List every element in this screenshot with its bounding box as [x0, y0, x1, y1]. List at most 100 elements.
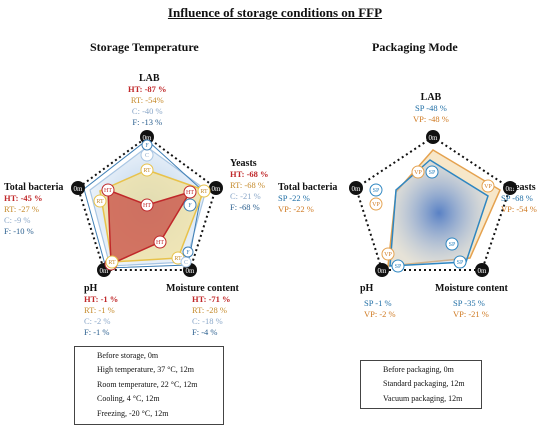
left-ph-c: C: -2 % — [84, 316, 111, 326]
left-marker-0m-yeasts — [209, 181, 223, 195]
svg-text:VP: VP — [414, 170, 422, 176]
left-marker-ht-lab — [140, 198, 154, 212]
right-lab-vp: VP: -48 % — [413, 114, 449, 124]
svg-text:SP: SP — [429, 170, 436, 176]
svg-text:VP: VP — [384, 252, 392, 258]
right-axis-yeasts: Yeasts SP -68 % VP: -54 % — [501, 182, 537, 215]
left-marker-f-moisture — [182, 246, 194, 258]
right-legend-item-0m: Before packaging, 0m — [361, 362, 481, 377]
svg-text:0m: 0m — [352, 185, 362, 193]
svg-text:HT: HT — [143, 203, 151, 209]
svg-text:SP: SP — [449, 242, 456, 248]
left-moisture-ht: HT: -71 % — [192, 294, 231, 304]
left-axis-lab: LAB HT: -87 % RT: -54% C: -40 % F: -13 % — [128, 73, 167, 128]
right-marker-sp-moisture — [445, 237, 459, 251]
svg-text:0m: 0m — [478, 267, 488, 275]
right-marker-0m-yeasts — [503, 181, 517, 195]
svg-text:HT: HT — [156, 240, 164, 246]
left-marker-rt-lab — [140, 163, 154, 177]
right-legend-label-0m: Before packaging, 0m — [383, 364, 454, 374]
svg-text:0m: 0m — [74, 185, 84, 193]
left-marker-0m-lab — [140, 130, 154, 144]
right-moisture-sp: SP -35 % — [453, 298, 485, 308]
svg-text:C: C — [184, 260, 188, 266]
left-marker-rt-bacteria — [93, 194, 107, 208]
svg-text:HT: HT — [186, 190, 194, 196]
svg-text:0m: 0m — [143, 134, 153, 142]
left-ht-area — [107, 188, 192, 266]
left-lab-ht: HT: -87 % — [128, 84, 167, 94]
left-marker-ht-bacteria — [101, 183, 115, 197]
right-ph-vp: VP: -2 % — [364, 309, 396, 319]
left-lab-c: C: -40 % — [131, 106, 163, 116]
left-bacteria-f: F: -10 % — [4, 226, 34, 236]
right-legend-item-sp: Standard packaging, 12m — [361, 377, 481, 392]
left-moisture-rt: RT: -28 % — [192, 305, 227, 315]
svg-text:RT: RT — [174, 256, 182, 262]
svg-text:F: F — [145, 143, 149, 149]
svg-text:F: F — [186, 250, 190, 256]
right-marker-vp-yeasts — [481, 179, 495, 193]
left-bacteria-rt: RT: -27 % — [4, 204, 39, 214]
right-legend-label-vp: Vacuum packaging, 12m — [383, 393, 463, 403]
right-marker-sp-bacteria — [369, 183, 383, 197]
svg-text:VP: VP — [372, 202, 380, 208]
left-subtitle: Storage Temperature — [90, 40, 199, 54]
right-moisture-name: Moisture content — [435, 283, 508, 294]
right-marker-vp-ph — [381, 247, 395, 261]
left-legend-label-f: Freezing, -20 °C, 12m — [97, 408, 169, 418]
left-marker-ht-yeasts — [183, 185, 197, 199]
right-ph-sp: SP -1 % — [364, 298, 392, 308]
svg-text:RT: RT — [108, 260, 116, 266]
right-subtitle: Packaging Mode — [372, 40, 458, 54]
right-axis-lab: LAB SP -48 % VP: -48 % — [413, 92, 449, 125]
left-lab-f: F: -13 % — [132, 117, 163, 127]
right-marker-vp-lab — [411, 165, 425, 179]
left-bacteria-c: C: -9 % — [4, 215, 31, 225]
right-marker-0m-ph — [375, 263, 389, 277]
left-marker-rt-yeasts — [197, 184, 211, 198]
left-legend: Before storage, 0m High temperature, 37 … — [74, 346, 224, 425]
right-sp-area — [389, 159, 489, 267]
right-ph-name: pH — [360, 283, 374, 294]
svg-text:SP: SP — [395, 264, 402, 270]
left-axis-bacteria: Total bacteria HT: -45 % RT: -27 % C: -9… — [4, 182, 63, 237]
left-axis-yeasts: Yeasts HT: -68 % RT: -68 % C: -21 % F: -… — [230, 158, 269, 213]
right-marker-0m-bacteria — [349, 181, 363, 195]
svg-text:VP: VP — [484, 184, 492, 190]
right-legend: Before packaging, 0m Standard packaging,… — [360, 360, 482, 409]
svg-text:0m: 0m — [378, 267, 388, 275]
right-axis-ph: pH SP -1 % VP: -2 % — [354, 283, 396, 320]
left-legend-label-ht: High temperature, 37 °C, 12m — [97, 365, 194, 375]
svg-text:HT: HT — [104, 188, 112, 194]
left-legend-item-rt: Room temperature, 22 °C, 12m — [75, 377, 223, 392]
left-lab-rt: RT: -54% — [130, 95, 164, 105]
left-legend-item-f: Freezing, -20 °C, 12m — [75, 406, 223, 421]
svg-text:0m: 0m — [429, 134, 439, 142]
right-radar: 0m 0m 0m 0m 0m VP SP VP SP VP SP SP VP S… — [349, 130, 517, 277]
svg-text:SP: SP — [373, 188, 380, 194]
right-marker-sp-ph — [391, 259, 405, 273]
left-freezing-area — [83, 139, 203, 269]
right-legend-label-sp: Standard packaging, 12m — [383, 379, 465, 389]
left-yeasts-f: F: -68 % — [230, 202, 260, 212]
left-moisture-name: Moisture content — [166, 283, 239, 294]
left-yeasts-rt: RT: -68 % — [230, 180, 265, 190]
left-axis-moisture: Moisture content HT: -71 % RT: -28 % C: … — [166, 283, 239, 338]
left-yeasts-c: C: -21 % — [230, 191, 261, 201]
right-lab-sp: SP -48 % — [415, 103, 447, 113]
left-radar: 0m 0m 0m 0m 0m HT HT HT HT HT RT RT RT R… — [71, 130, 223, 277]
right-axis-bacteria: Total bacteria SP -22 % VP: -22 % — [278, 182, 337, 215]
right-bacteria-name: Total bacteria — [278, 182, 338, 193]
right-yeasts-name: Yeasts — [509, 182, 536, 193]
left-legend-item-0m: Before storage, 0m — [75, 348, 223, 363]
left-moisture-f: F: -4 % — [192, 327, 218, 337]
right-marker-vp-bacteria — [369, 197, 383, 211]
left-bacteria-name: Total bacteria — [4, 182, 64, 193]
left-yeasts-ht: HT: -68 % — [230, 169, 269, 179]
right-moisture-vp: VP: -21 % — [453, 309, 489, 319]
right-axis-moisture: Moisture content SP -35 % VP: -21 % — [435, 283, 508, 320]
left-legend-item-ht: High temperature, 37 °C, 12m — [75, 363, 223, 378]
svg-text:F: F — [188, 203, 192, 209]
right-bacteria-vp: VP: -22 % — [278, 204, 314, 214]
